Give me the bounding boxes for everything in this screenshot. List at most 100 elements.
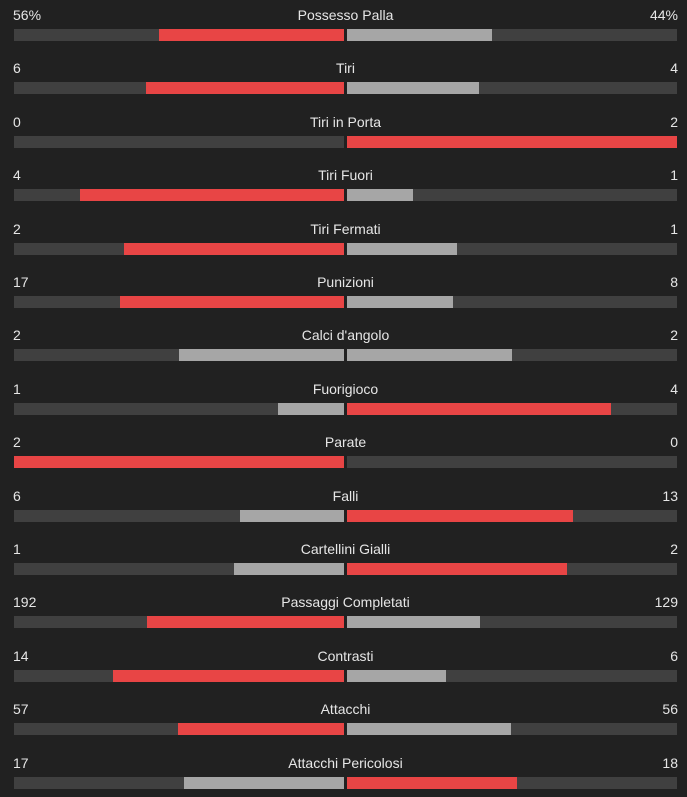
home-value: 192 bbox=[13, 594, 37, 610]
stat-label: Possesso Palla bbox=[297, 7, 394, 23]
stat-row: 0 Tiri in Porta 2 bbox=[0, 109, 687, 149]
away-bar-fill bbox=[347, 82, 479, 94]
away-bar-fill bbox=[347, 403, 611, 415]
home-bar-track bbox=[14, 296, 344, 308]
away-bar-track bbox=[347, 243, 677, 255]
home-bar-track bbox=[14, 243, 344, 255]
stat-row: 6 Falli 13 bbox=[0, 483, 687, 523]
home-bar-track bbox=[14, 456, 344, 468]
away-bar-track bbox=[347, 723, 677, 735]
stat-header: 14 Contrasti 6 bbox=[13, 647, 678, 665]
away-value: 2 bbox=[670, 327, 678, 343]
stat-header: 192 Passaggi Completati 129 bbox=[13, 593, 678, 611]
stat-row: 17 Attacchi Pericolosi 18 bbox=[0, 750, 687, 790]
away-bar-track bbox=[347, 296, 677, 308]
away-bar-fill bbox=[347, 189, 413, 201]
stat-header: 6 Tiri 4 bbox=[13, 59, 678, 77]
stat-row: 56% Possesso Palla 44% bbox=[0, 2, 687, 42]
stat-header: 56% Possesso Palla 44% bbox=[13, 6, 678, 24]
home-bar-fill bbox=[123, 243, 344, 255]
stat-label: Passaggi Completati bbox=[281, 594, 410, 610]
home-bar-fill bbox=[80, 189, 344, 201]
away-bar-fill bbox=[347, 243, 457, 255]
home-bar-track bbox=[14, 136, 344, 148]
home-bar-fill bbox=[14, 456, 344, 468]
away-bar-track bbox=[347, 563, 677, 575]
away-bar-fill bbox=[347, 29, 493, 41]
away-value: 1 bbox=[670, 221, 678, 237]
home-bar-track bbox=[14, 563, 344, 575]
stat-row: 6 Tiri 4 bbox=[0, 55, 687, 95]
home-bar-fill bbox=[183, 777, 344, 789]
home-bar-track bbox=[14, 403, 344, 415]
home-value: 0 bbox=[13, 114, 21, 130]
stat-row: 1 Fuorigioco 4 bbox=[0, 376, 687, 416]
stat-label: Cartellini Gialli bbox=[300, 541, 391, 557]
stat-row: 2 Tiri Fermati 1 bbox=[0, 216, 687, 256]
stat-row: 192 Passaggi Completati 129 bbox=[0, 589, 687, 629]
away-value: 4 bbox=[670, 381, 678, 397]
away-bar-fill bbox=[347, 296, 453, 308]
home-value: 1 bbox=[13, 381, 21, 397]
stat-header: 2 Calci d'angolo 2 bbox=[13, 326, 678, 344]
stat-header: 2 Parate 0 bbox=[13, 433, 678, 451]
stat-label: Falli bbox=[332, 488, 359, 504]
home-value: 2 bbox=[13, 327, 21, 343]
away-value: 2 bbox=[670, 114, 678, 130]
away-bar-fill bbox=[347, 777, 517, 789]
stat-row: 14 Contrasti 6 bbox=[0, 643, 687, 683]
away-value: 0 bbox=[670, 434, 678, 450]
home-value: 6 bbox=[13, 60, 21, 76]
home-bar-track bbox=[14, 670, 344, 682]
home-bar-fill bbox=[239, 510, 344, 522]
stat-header: 0 Tiri in Porta 2 bbox=[13, 113, 678, 131]
away-value: 44% bbox=[649, 7, 678, 23]
away-bar-fill bbox=[347, 616, 480, 628]
stat-label: Fuorigioco bbox=[312, 381, 379, 397]
away-bar-track bbox=[347, 136, 677, 148]
stat-header: 57 Attacchi 56 bbox=[13, 700, 678, 718]
stat-header: 2 Tiri Fermati 1 bbox=[13, 220, 678, 238]
home-bar-track bbox=[14, 777, 344, 789]
stat-row: 2 Parate 0 bbox=[0, 429, 687, 469]
home-value: 6 bbox=[13, 488, 21, 504]
home-bar-track bbox=[14, 349, 344, 361]
stat-header: 4 Tiri Fuori 1 bbox=[13, 166, 678, 184]
away-bar-track bbox=[347, 349, 677, 361]
home-bar-fill bbox=[113, 670, 344, 682]
home-bar-track bbox=[14, 189, 344, 201]
home-bar-fill bbox=[146, 82, 344, 94]
home-value: 1 bbox=[13, 541, 21, 557]
stat-header: 17 Attacchi Pericolosi 18 bbox=[13, 754, 678, 772]
away-bar-fill bbox=[347, 723, 511, 735]
away-bar-fill bbox=[347, 349, 512, 361]
away-bar-track bbox=[347, 510, 677, 522]
stat-header: 1 Fuorigioco 4 bbox=[13, 380, 678, 398]
home-bar-track bbox=[14, 29, 344, 41]
home-value: 2 bbox=[13, 434, 21, 450]
home-bar-fill bbox=[179, 349, 344, 361]
away-value: 1 bbox=[670, 167, 678, 183]
home-bar-track bbox=[14, 616, 344, 628]
away-bar-fill bbox=[347, 136, 677, 148]
stat-row: 17 Punizioni 8 bbox=[0, 269, 687, 309]
away-value: 2 bbox=[670, 541, 678, 557]
away-value: 4 bbox=[670, 60, 678, 76]
home-value: 17 bbox=[13, 755, 29, 771]
home-bar-fill bbox=[146, 616, 344, 628]
stat-label: Tiri Fuori bbox=[318, 167, 373, 183]
home-value: 56% bbox=[13, 7, 42, 23]
home-bar-track bbox=[14, 510, 344, 522]
home-bar-track bbox=[14, 723, 344, 735]
away-bar-track bbox=[347, 82, 677, 94]
stat-label: Tiri Fermati bbox=[310, 221, 381, 237]
home-value: 2 bbox=[13, 221, 21, 237]
home-value: 17 bbox=[13, 274, 29, 290]
stat-header: 6 Falli 13 bbox=[13, 487, 678, 505]
away-value: 18 bbox=[662, 755, 678, 771]
stat-row: 57 Attacchi 56 bbox=[0, 696, 687, 736]
home-bar-fill bbox=[234, 563, 344, 575]
stat-header: 17 Punizioni 8 bbox=[13, 273, 678, 291]
stat-label: Parate bbox=[324, 434, 367, 450]
